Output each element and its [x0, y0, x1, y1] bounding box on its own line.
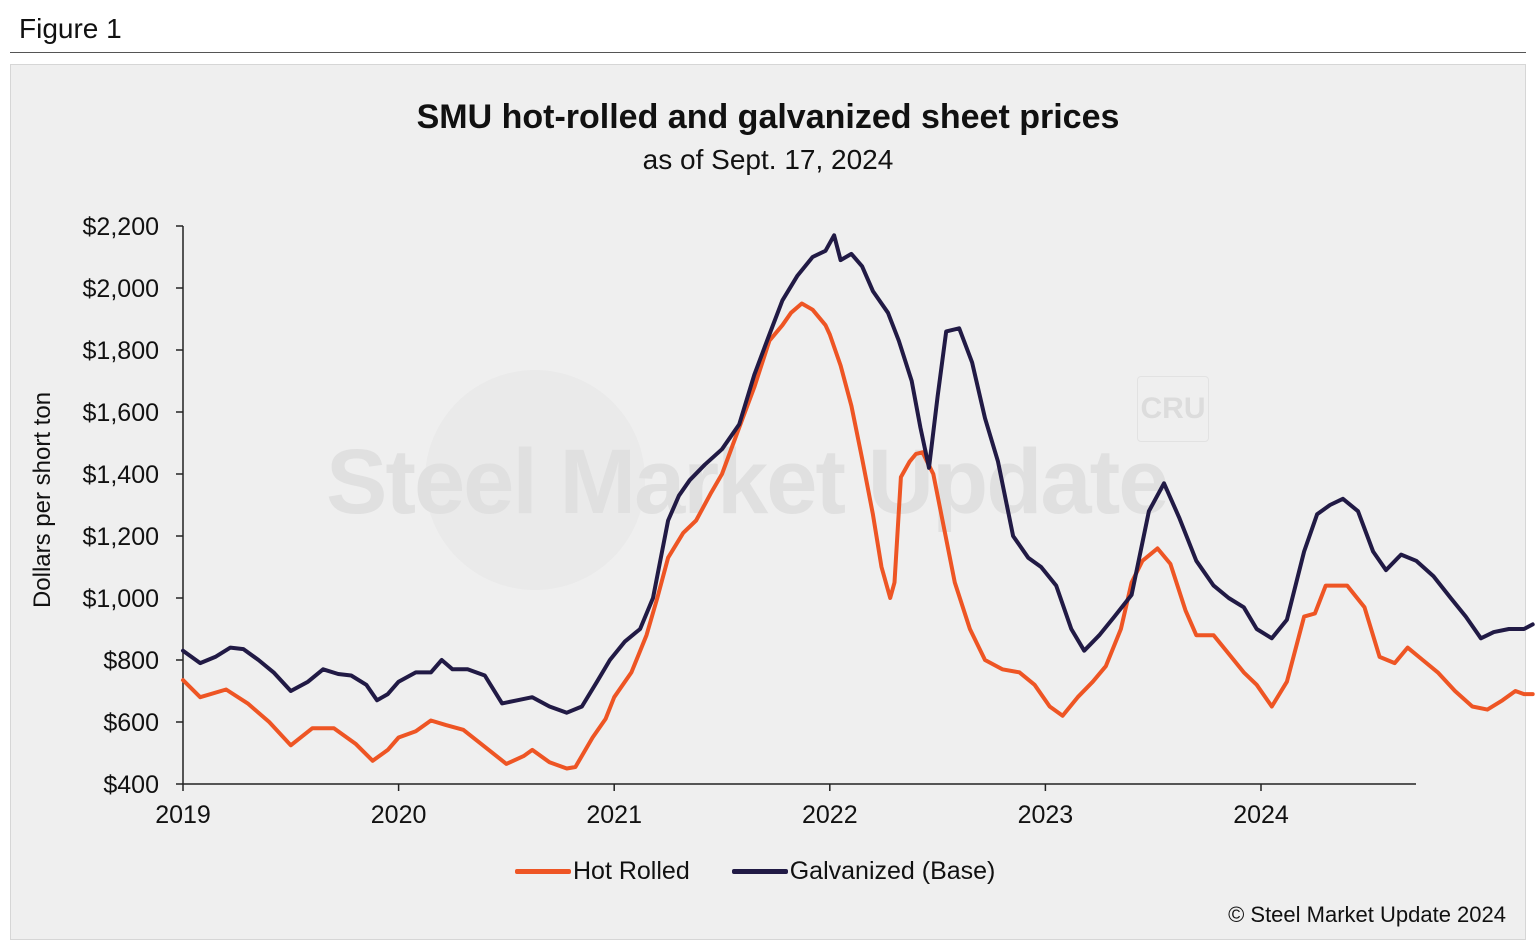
y-tick-label: $400	[103, 771, 159, 799]
series-line-galvanized	[181, 233, 1535, 715]
y-tick-label: $800	[103, 647, 159, 675]
y-tick-label: $2,200	[83, 213, 159, 241]
x-tick-label: 2020	[371, 801, 427, 829]
y-tick-label: $2,000	[83, 275, 159, 303]
watermark-globe	[425, 370, 645, 590]
chart-title: SMU hot-rolled and galvanized sheet pric…	[416, 98, 1120, 136]
copyright-notice: © Steel Market Update 2024	[1228, 902, 1506, 927]
legend-swatch-galvanized	[731, 868, 788, 874]
y-tick-label: $1,400	[83, 461, 159, 489]
figure-label: Figure 1	[19, 13, 122, 44]
series-line-hot-rolled	[181, 301, 1535, 771]
y-tick-label: $1,600	[83, 399, 159, 427]
chart-subtitle: as of Sept. 17, 2024	[642, 144, 894, 175]
watermark-logo: CRU	[1137, 376, 1209, 442]
legend-label-hot-rolled: Hot Rolled	[573, 856, 690, 885]
x-tick-label: 2021	[586, 801, 642, 829]
legend-item-hot-rolled: Hot Rolled	[515, 857, 690, 886]
watermark-text: Steel Market Update	[326, 431, 1169, 533]
legend-label-galvanized: Galvanized (Base)	[789, 856, 996, 885]
x-tick-label: 2022	[802, 801, 858, 829]
y-axis-title: Dollars per short ton	[29, 392, 56, 608]
x-tick-label: 2023	[1018, 801, 1074, 829]
legend-swatch-hot-rolled	[515, 868, 571, 874]
chart-panel	[10, 64, 1526, 940]
chart-legend: Hot Rolled Galvanized (Base)	[515, 856, 1037, 886]
x-tick-label: 2019	[155, 801, 211, 829]
y-tick-label: $600	[103, 709, 159, 737]
x-tick-label: 2024	[1233, 801, 1289, 829]
figure-header: Figure 1	[10, 6, 1526, 53]
y-tick-label: $1,800	[83, 337, 159, 365]
y-tick-label: $1,000	[83, 585, 159, 613]
y-tick-label: $1,200	[83, 523, 159, 551]
legend-item-galvanized: Galvanized (Base)	[731, 856, 996, 886]
